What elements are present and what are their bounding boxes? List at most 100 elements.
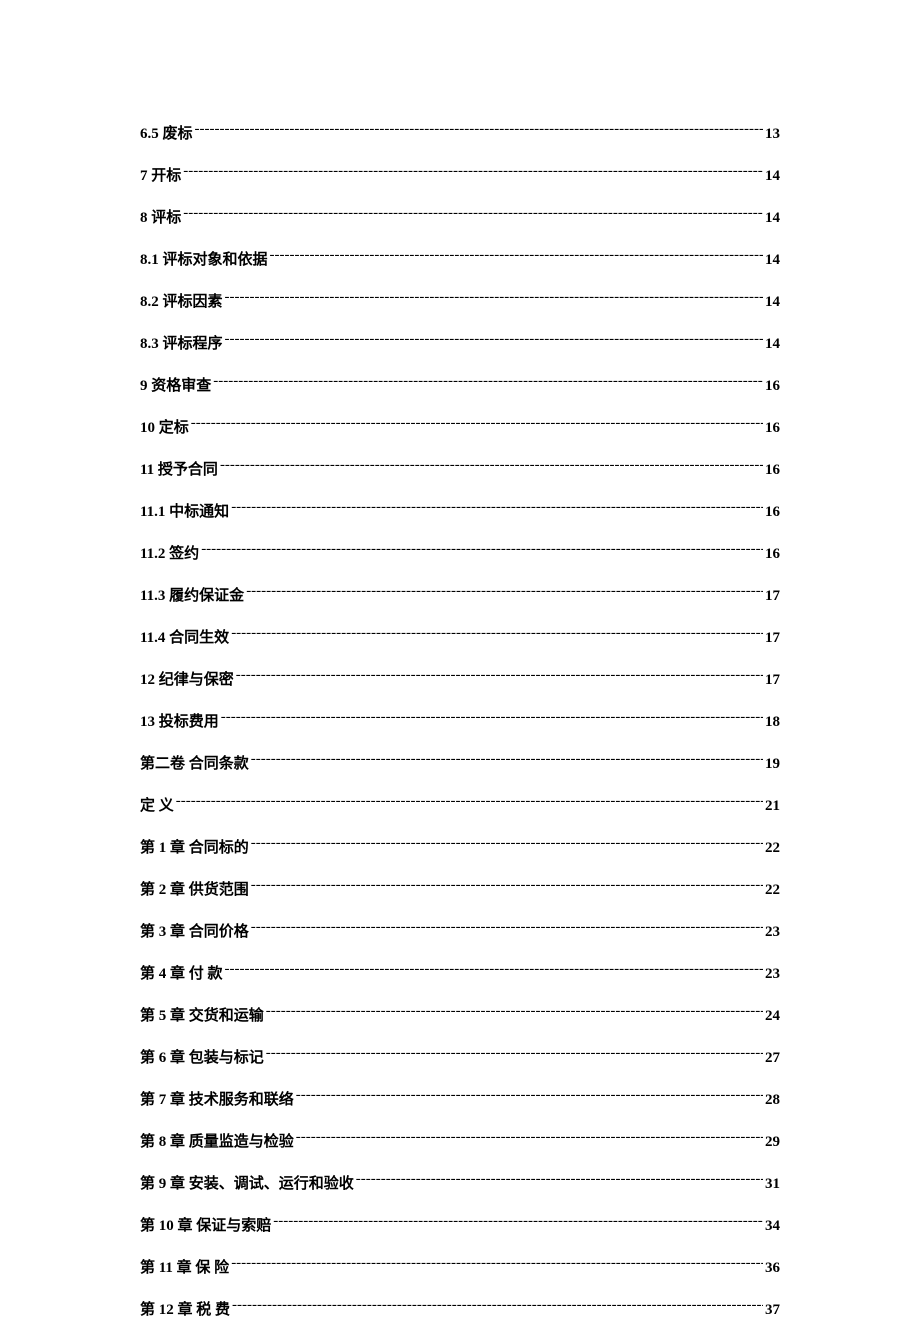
toc-leader [231, 498, 763, 516]
toc-entry-page: 34 [765, 1218, 780, 1235]
toc-leader [176, 792, 763, 810]
toc-leader [220, 456, 763, 474]
toc-entry-page: 17 [765, 630, 780, 647]
toc-entry: 8.1 评标对象和依据 14 [140, 246, 780, 269]
toc-leader [251, 918, 763, 936]
toc-entry-page: 16 [765, 546, 780, 563]
toc-entry-label: 9 资格审查 [140, 374, 211, 395]
toc-leader [183, 204, 763, 222]
toc-entry-page: 27 [765, 1050, 780, 1067]
toc-entry-page: 37 [765, 1302, 780, 1319]
toc-entry-page: 14 [765, 294, 780, 311]
toc-entry-label: 6.5 废标 [140, 122, 193, 143]
toc-entry-label: 11 授予合同 [140, 458, 218, 479]
toc-entry: 定 义 21 [140, 792, 780, 815]
toc-leader [225, 960, 763, 978]
toc-leader [195, 120, 763, 138]
toc-entry-label: 8.1 评标对象和依据 [140, 248, 268, 269]
toc-entry: 第 7 章 技术服务和联络 28 [140, 1086, 780, 1109]
toc-entry-page: 18 [765, 714, 780, 731]
toc-entry-page: 14 [765, 168, 780, 185]
toc-entry: 7 开标 14 [140, 162, 780, 185]
toc-leader [266, 1002, 763, 1020]
toc-entry-label: 定 义 [140, 794, 174, 815]
toc-entry: 8.2 评标因素 14 [140, 288, 780, 311]
toc-entry-label: 第 11 章 保 险 [140, 1256, 229, 1277]
toc-entry: 13 投标费用 18 [140, 708, 780, 731]
toc-entry: 第 5 章 交货和运输 24 [140, 1002, 780, 1025]
toc-entry-page: 36 [765, 1260, 780, 1277]
toc-leader [296, 1128, 763, 1146]
toc-entry-label: 11.1 中标通知 [140, 500, 229, 521]
toc-entry-label: 第 5 章 交货和运输 [140, 1004, 264, 1025]
toc-entry-label: 11.4 合同生效 [140, 626, 229, 647]
toc-entry: 8.3 评标程序 14 [140, 330, 780, 353]
toc-entry: 第二卷 合同条款19 [140, 750, 780, 773]
toc-leader [232, 1296, 763, 1314]
toc-entry-page: 16 [765, 378, 780, 395]
toc-entry: 8 评标 14 [140, 204, 780, 227]
toc-leader [246, 582, 763, 600]
toc-entry-page: 23 [765, 966, 780, 983]
toc-leader [296, 1086, 763, 1104]
toc-entry-label: 12 纪律与保密 [140, 668, 234, 689]
toc-entry: 第 4 章 付 款 23 [140, 960, 780, 983]
toc-entry: 第 10 章 保证与索赔 34 [140, 1212, 780, 1235]
toc-entry-page: 22 [765, 882, 780, 899]
toc-entry-page: 16 [765, 462, 780, 479]
toc-entry-page: 23 [765, 924, 780, 941]
toc-entry-page: 19 [765, 756, 780, 773]
toc-entry-page: 22 [765, 840, 780, 857]
toc-leader [221, 708, 763, 726]
toc-entry-label: 8.2 评标因素 [140, 290, 223, 311]
toc-leader [225, 288, 763, 306]
toc-entry-label: 8 评标 [140, 206, 181, 227]
toc-leader [201, 540, 763, 558]
toc-entry-page: 16 [765, 420, 780, 437]
toc-leader [270, 246, 763, 264]
toc-entry: 12 纪律与保密 17 [140, 666, 780, 689]
toc-entry: 第 8 章 质量监造与检验 29 [140, 1128, 780, 1151]
toc-entry-page: 24 [765, 1008, 780, 1025]
toc-entry-label: 8.3 评标程序 [140, 332, 223, 353]
toc-entry-label: 13 投标费用 [140, 710, 219, 731]
toc-entry: 9 资格审查 16 [140, 372, 780, 395]
toc-leader [236, 666, 763, 684]
toc-entry: 6.5 废标13 [140, 120, 780, 143]
toc-entry-page: 31 [765, 1176, 780, 1193]
toc-entry-label: 7 开标 [140, 164, 181, 185]
toc-entry-label: 第 3 章 合同价格 [140, 920, 249, 941]
toc-leader [251, 876, 763, 894]
toc-entry-page: 14 [765, 336, 780, 353]
toc-entry-page: 17 [765, 588, 780, 605]
toc-leader [273, 1212, 763, 1230]
toc-entry: 第 6 章 包装与标记 27 [140, 1044, 780, 1067]
toc-entry: 第 3 章 合同价格 23 [140, 918, 780, 941]
toc-entry-page: 28 [765, 1092, 780, 1109]
toc-entry-label: 第 6 章 包装与标记 [140, 1046, 264, 1067]
toc-entry-label: 第 1 章 合同标的 [140, 836, 249, 857]
toc-entry-label: 第 9 章 安装、调试、运行和验收 [140, 1172, 354, 1193]
toc-entry-page: 14 [765, 252, 780, 269]
toc-entry-label: 第 7 章 技术服务和联络 [140, 1088, 294, 1109]
toc-leader [251, 750, 763, 768]
toc-entry: 第 11 章 保 险 36 [140, 1254, 780, 1277]
toc-entry-page: 29 [765, 1134, 780, 1151]
toc-leader [251, 834, 763, 852]
toc-entry-page: 16 [765, 504, 780, 521]
toc-entry: 第 1 章 合同标的 22 [140, 834, 780, 857]
toc-entry-label: 第 2 章 供货范围 [140, 878, 249, 899]
toc-entry-label: 第 10 章 保证与索赔 [140, 1214, 271, 1235]
toc-entry-label: 10 定标 [140, 416, 189, 437]
toc-leader [213, 372, 763, 390]
toc-entry: 11.4 合同生效 17 [140, 624, 780, 647]
toc-entry-label: 第 8 章 质量监造与检验 [140, 1130, 294, 1151]
toc-entry: 11.2 签约 16 [140, 540, 780, 563]
toc-entry-page: 14 [765, 210, 780, 227]
toc-entry: 第 9 章 安装、调试、运行和验收 31 [140, 1170, 780, 1193]
toc-entry-label: 第 4 章 付 款 [140, 962, 223, 983]
toc-entry: 第 12 章 税 费37 [140, 1296, 780, 1319]
toc-leader [356, 1170, 763, 1188]
toc-entry-page: 17 [765, 672, 780, 689]
toc-entry-page: 21 [765, 798, 780, 815]
